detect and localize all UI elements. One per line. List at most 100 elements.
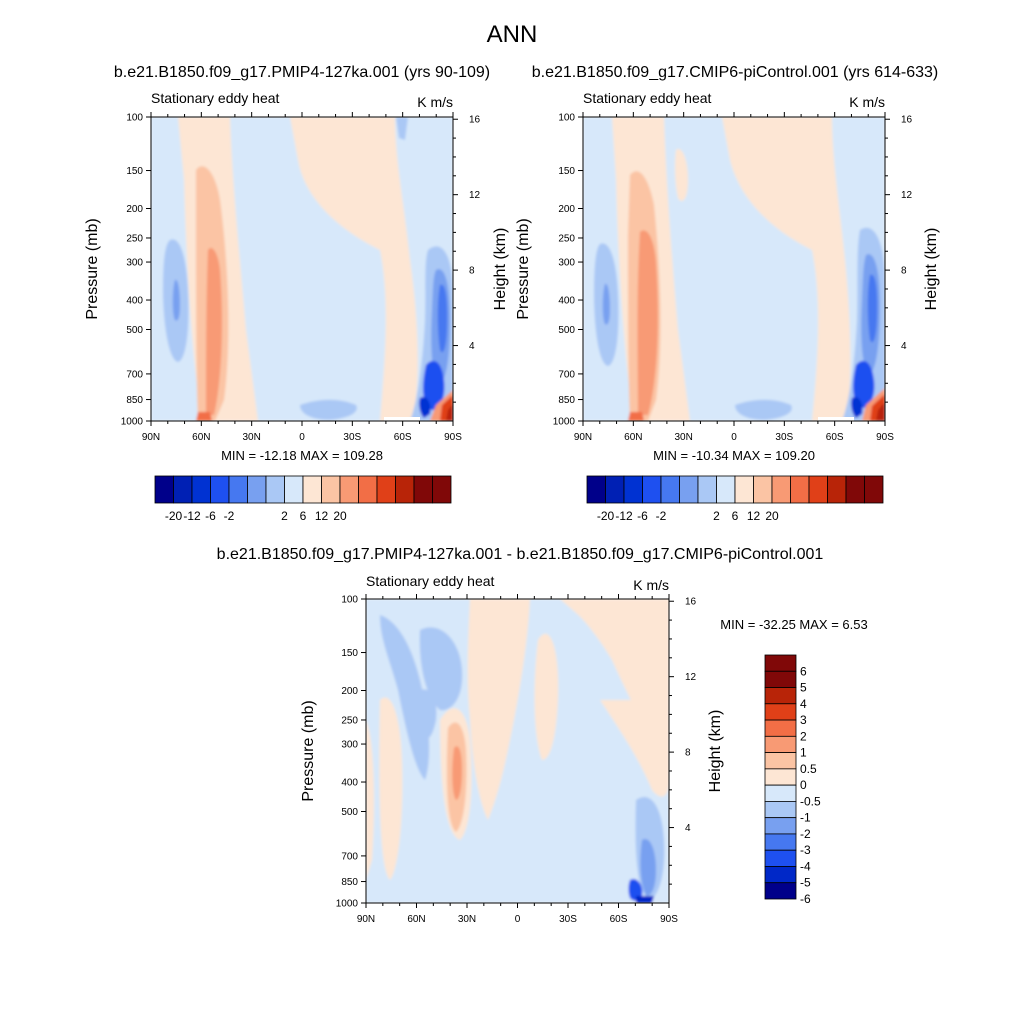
colorbar-label: -6 (205, 509, 216, 523)
colorbar-label: -6 (637, 509, 648, 523)
x-tick-label: 90S (444, 432, 462, 443)
colorbar-swatch (764, 768, 797, 786)
x-tick-label: 0 (515, 914, 521, 925)
colorbar-swatch (764, 654, 797, 672)
y2-axis-title: Height (km) (707, 710, 724, 793)
y-tick-label: 850 (341, 877, 358, 888)
axes: 100 150 200 250 300 400 500 700 850 1000 90N 60N 30N… (121, 112, 481, 443)
colorbar-swatch (764, 801, 797, 819)
y2-tick-label: 12 (901, 190, 913, 201)
colorbar-swatch (605, 475, 625, 504)
colorbar-swatch (376, 475, 396, 504)
colorbar-label: -5 (800, 876, 811, 890)
colorbar-swatch (432, 475, 452, 504)
colorbar-swatch (790, 475, 810, 504)
panel-left-label: Stationary eddy heat (583, 90, 712, 106)
y2-tick-label: 8 (901, 266, 907, 277)
y-tick-label: 700 (341, 851, 358, 862)
y-tick-label: 250 (341, 715, 358, 726)
x-tick-label: 30N (242, 432, 260, 443)
y-tick-label: 150 (126, 166, 143, 177)
x-tick-label: 60S (394, 432, 412, 443)
panel-units-label: K m/s (633, 577, 669, 593)
colorbar-swatch (623, 475, 643, 504)
colorbar-swatch (395, 475, 415, 504)
colorbar-swatch (764, 882, 797, 900)
x-tick-label: 60S (826, 432, 844, 443)
colorbar-label: -2 (224, 509, 235, 523)
panel-units-label: K m/s (849, 94, 885, 110)
colorbar-label: 12 (315, 509, 329, 523)
x-tick-label: 90N (142, 432, 160, 443)
y-tick-label: 400 (558, 296, 575, 307)
x-tick-label: 30S (343, 432, 361, 443)
x-tick-label: 90N (574, 432, 592, 443)
x-tick-label: 60N (624, 432, 642, 443)
colorbar-label: -12 (615, 509, 633, 523)
colorbar-swatch (764, 687, 797, 705)
colorbar: -20 -12 -6 -2 2 6 12 20 (586, 475, 884, 523)
y2-axis-title: Height (km) (492, 228, 509, 311)
colorbar-label: -20 (597, 509, 615, 523)
y2-tick-label: 16 (901, 115, 913, 126)
y-tick-label: 150 (558, 166, 575, 177)
panel-units-label: K m/s (417, 94, 453, 110)
colorbar-swatch (845, 475, 865, 504)
panel-left-label: Stationary eddy heat (151, 90, 280, 106)
panel-difference: b.e21.B1850.f09_g17.PMIP4-127ka.001 - b.… (217, 546, 868, 925)
y-tick-label: 400 (341, 778, 358, 789)
colorbar-swatch (321, 475, 341, 504)
colorbar: 6 5 4 3 2 1 0.5 0 -0.5 -1 -2 -3 -4 -5 -6 (764, 654, 821, 906)
x-tick-label: 90S (660, 914, 678, 925)
colorbar-swatch (173, 475, 193, 504)
panel-title: b.e21.B1850.f09_g17.PMIP4-127ka.001 (yrs… (114, 64, 490, 81)
y-tick-label: 1000 (336, 899, 359, 910)
colorbar-swatch (302, 475, 322, 504)
axes: 100 150 200 250 300 400 500 700 850 1000 90N 60N 30N… (553, 112, 913, 443)
x-tick-label: 30S (775, 432, 793, 443)
x-tick-label: 60S (610, 914, 628, 925)
page-title: ANN (487, 21, 538, 48)
x-tick-label: 30S (559, 914, 577, 925)
panel-127ka: b.e21.B1850.f09_g17.PMIP4-127ka.001 (yrs… (84, 64, 509, 523)
y2-tick-label: 8 (469, 266, 475, 277)
x-tick-label: 30N (458, 914, 476, 925)
colorbar-swatch (154, 475, 174, 504)
colorbar-swatch (764, 817, 797, 835)
y-tick-label: 100 (558, 113, 575, 124)
x-tick-label: 30N (674, 432, 692, 443)
x-tick-label: 0 (299, 432, 305, 443)
y2-axis-title: Height (km) (923, 228, 940, 311)
colorbar-label: -20 (165, 509, 183, 523)
colorbar-swatch (413, 475, 433, 504)
min-max-readout: MIN = -32.25 MAX = 6.53 (720, 617, 867, 632)
y2-tick-label: 8 (685, 748, 691, 759)
colorbar-swatch (764, 752, 797, 770)
colorbar-label: 4 (800, 697, 807, 711)
y-tick-label: 500 (126, 325, 143, 336)
colorbar-label: 20 (765, 509, 779, 523)
colorbar-label: -0.5 (800, 794, 821, 808)
colorbar-swatch (764, 849, 797, 867)
x-tick-label: 60N (192, 432, 210, 443)
colorbar-label: -2 (656, 509, 667, 523)
colorbar-swatch (210, 475, 230, 504)
y2-tick-label: 4 (901, 341, 907, 352)
y-tick-label: 150 (341, 648, 358, 659)
panel-left-label: Stationary eddy heat (366, 573, 495, 589)
y-tick-label: 100 (126, 113, 143, 124)
colorbar-swatch (764, 735, 797, 753)
colorbar-label: 20 (333, 509, 347, 523)
colorbar-label: -3 (800, 843, 811, 857)
y2-tick-label: 4 (469, 341, 475, 352)
axes: 100 150 200 250 300 400 500 700 850 1000 90N 60N 30N… (336, 594, 697, 925)
colorbar-label: 0.5 (800, 762, 817, 776)
colorbar-label: -2 (800, 827, 811, 841)
y-tick-label: 300 (126, 258, 143, 269)
colorbar-swatch (265, 475, 285, 504)
panel-picontrol: b.e21.B1850.f09_g17.CMIP6-piControl.001 … (515, 64, 940, 523)
colorbar-swatch (764, 670, 797, 688)
y-tick-label: 200 (558, 204, 575, 215)
colorbar-swatch (228, 475, 248, 504)
colorbar-label: -6 (800, 892, 811, 906)
